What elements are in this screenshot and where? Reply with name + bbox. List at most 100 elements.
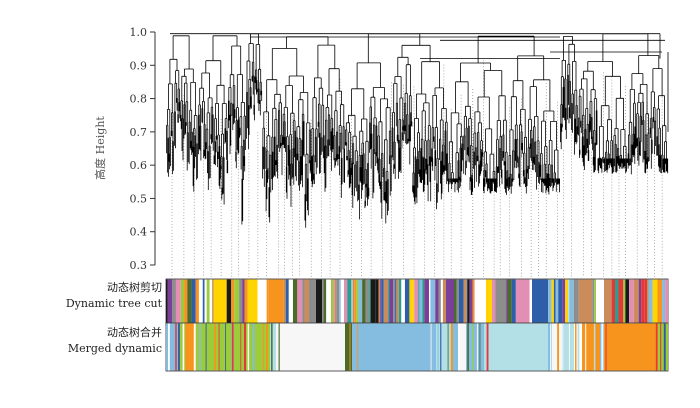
module-color-band	[491, 279, 496, 325]
dynamic-tree-cut-strip	[165, 278, 669, 326]
module-color-band	[375, 279, 379, 325]
module-color-band	[393, 279, 396, 325]
module-color-band	[601, 323, 604, 371]
module-color-band	[239, 279, 243, 325]
module-color-band	[271, 323, 273, 371]
module-color-band	[167, 279, 173, 325]
merged-dynamic-strip	[165, 322, 669, 372]
module-color-band	[466, 279, 468, 325]
module-color-band	[463, 279, 467, 325]
module-color-band	[437, 323, 439, 371]
module-color-band	[358, 279, 363, 325]
module-color-band	[370, 279, 376, 325]
module-color-band	[225, 323, 227, 371]
module-color-band	[352, 323, 436, 371]
module-color-band	[180, 279, 185, 325]
module-color-band	[172, 323, 174, 371]
module-color-band	[446, 279, 454, 325]
module-color-band	[558, 279, 563, 325]
module-color-band	[404, 279, 410, 325]
module-color-band	[424, 279, 430, 325]
module-color-band	[555, 279, 559, 325]
module-color-band	[339, 279, 341, 325]
module-color-band	[326, 279, 331, 325]
module-color-band	[266, 323, 268, 371]
module-color-band	[266, 279, 269, 325]
module-color-band	[657, 279, 663, 325]
module-color-band	[276, 323, 345, 371]
module-color-band	[185, 323, 187, 371]
module-color-band	[292, 279, 298, 325]
module-color-band	[435, 279, 439, 325]
module-color-band	[562, 323, 564, 371]
module-color-band	[515, 279, 530, 325]
module-color-band	[450, 323, 453, 371]
module-color-band	[440, 323, 442, 371]
module-color-band	[652, 279, 658, 325]
module-color-band	[218, 323, 220, 371]
module-color-band	[316, 279, 322, 325]
module-color-band	[323, 279, 327, 325]
module-color-band	[398, 279, 402, 325]
module-color-band	[256, 323, 259, 371]
module-color-band	[418, 279, 420, 325]
module-color-band	[615, 279, 619, 325]
module-color-band	[229, 323, 232, 371]
module-color-band	[186, 323, 196, 371]
module-color-band	[168, 323, 170, 371]
module-color-band	[440, 279, 443, 325]
module-color-band	[638, 279, 642, 325]
module-color-band	[582, 323, 600, 371]
module-color-band	[362, 279, 366, 325]
module-color-band	[611, 279, 616, 325]
module-color-band	[476, 323, 478, 371]
module-color-band	[625, 279, 630, 325]
leaf-drop-lines	[171, 60, 663, 277]
module-color-band	[378, 279, 381, 325]
module-color-band	[304, 279, 309, 325]
y-tick-label: 0.8	[130, 93, 148, 106]
y-tick-label: 0.6	[130, 159, 148, 172]
module-color-band	[247, 279, 258, 325]
module-color-band	[453, 279, 457, 325]
module-color-band	[206, 279, 210, 325]
module-color-band	[195, 279, 199, 325]
module-color-band	[340, 279, 345, 325]
module-color-band	[212, 279, 214, 325]
module-color-band	[479, 323, 481, 371]
module-color-band	[466, 323, 484, 371]
module-color-band	[506, 279, 508, 325]
module-color-band	[349, 323, 351, 371]
dynamic-tree-cut-label: 动态树剪切 Dynamic tree cut	[66, 280, 162, 312]
y-tick-label: 0.9	[130, 59, 148, 72]
module-color-band	[458, 279, 464, 325]
module-color-band	[396, 279, 399, 325]
module-color-band	[178, 323, 180, 371]
module-color-band	[472, 323, 474, 371]
module-color-band	[191, 279, 196, 325]
module-color-band	[472, 279, 475, 325]
module-color-band	[474, 279, 488, 325]
module-color-band	[486, 323, 489, 371]
module-color-band	[333, 279, 335, 325]
module-color-band	[244, 323, 246, 371]
module-color-band	[447, 323, 449, 371]
module-color-band	[268, 279, 284, 325]
module-color-band	[302, 279, 305, 325]
module-color-band	[577, 323, 580, 371]
module-color-band	[262, 323, 264, 371]
module-color-band	[345, 323, 352, 371]
module-color-band	[660, 323, 662, 371]
dendrogram-tree	[166, 33, 669, 277]
module-color-band	[422, 279, 425, 325]
module-color-band	[633, 279, 639, 325]
module-color-band	[383, 279, 389, 325]
module-color-band	[187, 279, 192, 325]
module-color-band	[381, 279, 384, 325]
module-color-band	[357, 323, 359, 371]
y-tick-label: 0.3	[130, 259, 148, 272]
module-color-band	[198, 279, 203, 325]
module-color-band	[568, 323, 570, 371]
module-color-band	[647, 279, 649, 325]
module-color-band	[452, 323, 458, 371]
